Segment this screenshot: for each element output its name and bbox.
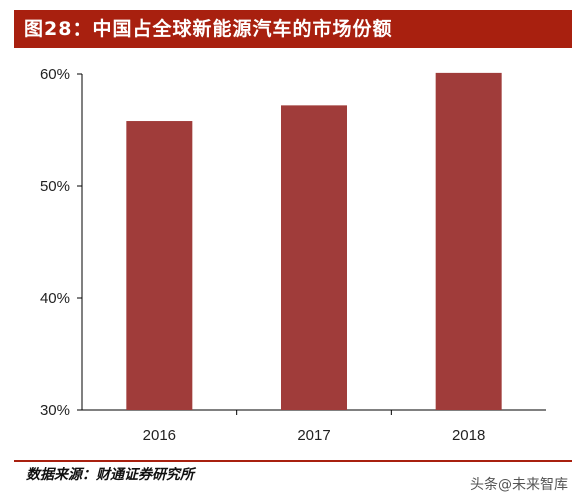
watermark: 头条@未来智库: [470, 477, 568, 493]
y-tick-label: 40%: [40, 290, 70, 307]
source-divider: [14, 460, 572, 462]
bar-2018: [435, 72, 502, 410]
chart-title: 图28：中国占全球新能源汽车的市场份额: [24, 18, 393, 40]
x-tick-label: 2018: [452, 427, 485, 444]
x-tick-label: 2016: [143, 427, 176, 444]
x-tick-label: 2017: [297, 427, 330, 444]
source-note: 数据来源：财通证券研究所: [26, 467, 194, 483]
y-tick-label: 60%: [40, 66, 70, 83]
y-tick-label: 30%: [40, 402, 70, 419]
title-bar: 图28：中国占全球新能源汽车的市场份额: [14, 10, 572, 48]
y-tick-label: 50%: [40, 178, 70, 195]
bar-2017: [281, 105, 347, 411]
bar-2016: [126, 121, 193, 410]
